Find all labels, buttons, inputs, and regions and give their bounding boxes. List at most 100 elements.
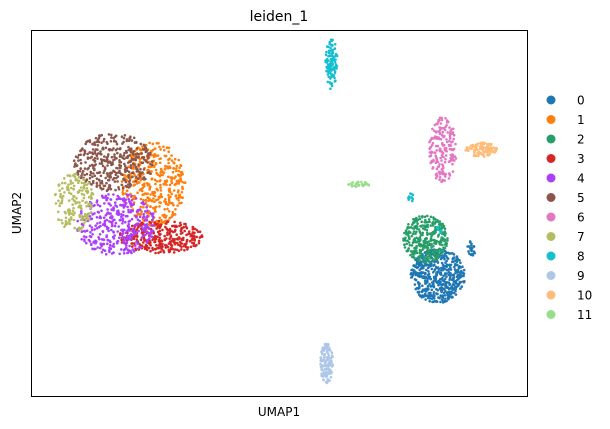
cluster-0-points xyxy=(409,240,477,304)
point-cluster-4 xyxy=(127,193,130,197)
point-cluster-5 xyxy=(110,155,114,159)
point-cluster-1 xyxy=(173,157,177,161)
point-cluster-0 xyxy=(444,250,447,253)
point-cluster-2 xyxy=(434,258,437,262)
point-cluster-5 xyxy=(83,149,87,153)
point-cluster-2 xyxy=(438,224,442,227)
point-cluster-1 xyxy=(165,146,169,149)
point-cluster-2 xyxy=(429,248,432,252)
point-cluster-5 xyxy=(135,155,138,159)
point-cluster-1 xyxy=(178,173,181,177)
point-cluster-5 xyxy=(147,152,150,155)
point-cluster-9 xyxy=(323,345,327,348)
point-cluster-5 xyxy=(93,164,96,167)
point-cluster-9 xyxy=(327,363,330,367)
point-cluster-2 xyxy=(436,248,439,252)
point-cluster-8 xyxy=(329,46,332,50)
point-cluster-2 xyxy=(403,231,406,235)
point-cluster-9 xyxy=(320,350,323,353)
point-cluster-4 xyxy=(101,230,105,233)
point-cluster-5 xyxy=(146,171,150,174)
point-cluster-5 xyxy=(134,180,137,183)
point-cluster-7 xyxy=(80,227,83,230)
point-cluster-3 xyxy=(136,226,140,229)
point-cluster-1 xyxy=(167,150,170,153)
point-cluster-5 xyxy=(76,173,80,176)
point-cluster-7 xyxy=(69,179,72,182)
point-cluster-3 xyxy=(180,245,183,249)
point-cluster-5 xyxy=(123,134,127,137)
point-cluster-0 xyxy=(444,289,447,293)
point-cluster-5 xyxy=(91,175,94,178)
point-cluster-4 xyxy=(93,247,96,251)
point-cluster-3 xyxy=(168,232,171,235)
point-cluster-5 xyxy=(93,174,97,178)
point-cluster-7 xyxy=(67,220,71,223)
point-cluster-3 xyxy=(157,246,161,250)
point-cluster-0 xyxy=(437,283,440,287)
point-cluster-5 xyxy=(127,170,131,174)
point-cluster-6 xyxy=(438,128,442,131)
point-cluster-6 xyxy=(447,177,451,180)
point-cluster-4 xyxy=(128,234,132,237)
point-cluster-4 xyxy=(123,239,126,242)
point-cluster-0 xyxy=(427,291,431,295)
point-cluster-4 xyxy=(103,202,106,205)
point-cluster-0 xyxy=(436,289,440,292)
point-cluster-3 xyxy=(131,245,134,248)
point-cluster-4 xyxy=(111,244,114,248)
point-cluster-4 xyxy=(130,194,133,198)
point-cluster-6 xyxy=(435,149,439,152)
point-cluster-9 xyxy=(325,367,328,371)
point-cluster-1 xyxy=(139,197,143,201)
point-cluster-7 xyxy=(73,211,76,215)
point-cluster-5 xyxy=(91,148,95,151)
point-cluster-2 xyxy=(441,250,444,254)
point-cluster-3 xyxy=(170,244,174,247)
point-cluster-4 xyxy=(97,236,100,239)
legend-marker-0 xyxy=(546,95,556,105)
point-cluster-2 xyxy=(407,234,410,238)
point-cluster-3 xyxy=(196,230,200,233)
point-cluster-4 xyxy=(131,227,135,231)
point-cluster-1 xyxy=(171,170,175,174)
point-cluster-4 xyxy=(128,200,131,203)
point-cluster-0 xyxy=(439,280,442,284)
point-cluster-1 xyxy=(164,167,167,170)
point-cluster-10 xyxy=(475,143,479,146)
point-cluster-9 xyxy=(327,354,331,358)
point-cluster-7 xyxy=(66,186,70,190)
point-cluster-4 xyxy=(143,210,147,213)
point-cluster-2 xyxy=(403,243,406,246)
point-cluster-10 xyxy=(468,147,471,150)
point-cluster-9 xyxy=(329,375,333,379)
point-cluster-2 xyxy=(438,247,441,251)
point-cluster-1 xyxy=(140,210,143,214)
point-cluster-3 xyxy=(162,251,166,254)
point-cluster-5 xyxy=(123,157,126,161)
point-cluster-8 xyxy=(327,75,331,79)
point-cluster-4 xyxy=(107,193,110,196)
point-cluster-10 xyxy=(486,144,490,147)
point-cluster-5 xyxy=(113,180,117,183)
point-cluster-5 xyxy=(79,176,83,180)
point-cluster-1 xyxy=(152,197,155,200)
point-cluster-8 xyxy=(333,43,337,46)
point-cluster-0 xyxy=(421,284,424,288)
point-cluster-9 xyxy=(321,346,325,349)
point-cluster-4 xyxy=(90,226,94,229)
point-cluster-5 xyxy=(78,169,82,173)
point-cluster-4 xyxy=(85,229,89,232)
point-cluster-6 xyxy=(434,161,438,164)
point-cluster-3 xyxy=(180,248,183,251)
point-cluster-2 xyxy=(426,259,430,262)
point-cluster-6 xyxy=(454,142,457,146)
point-cluster-1 xyxy=(121,188,125,192)
point-cluster-7 xyxy=(67,208,71,211)
point-cluster-0 xyxy=(445,299,448,303)
point-cluster-8 xyxy=(326,73,330,76)
point-cluster-0 xyxy=(437,280,440,283)
point-cluster-5 xyxy=(141,156,144,159)
point-cluster-4 xyxy=(80,230,84,233)
point-cluster-5 xyxy=(148,151,152,155)
